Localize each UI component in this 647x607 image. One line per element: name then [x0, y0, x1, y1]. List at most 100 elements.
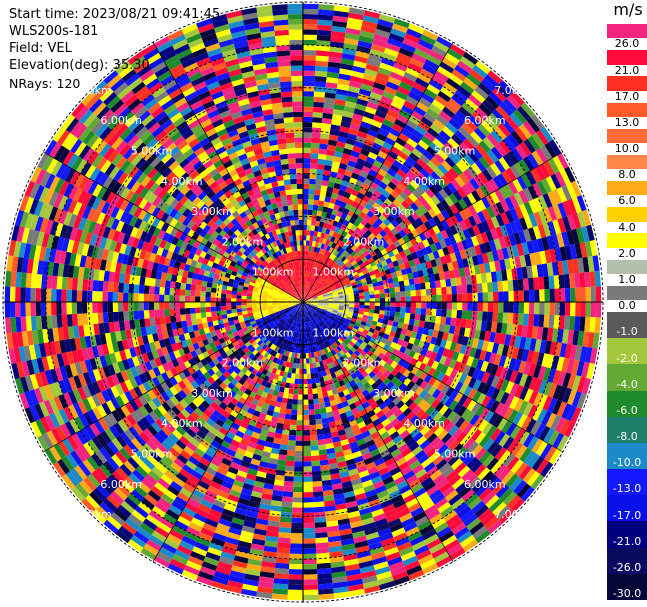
range-gate	[354, 234, 362, 241]
range-gate	[321, 227, 327, 234]
range-gate	[519, 373, 528, 387]
range-gate	[325, 277, 331, 283]
range-gate	[308, 300, 314, 302]
range-gate	[344, 143, 354, 151]
range-gate	[327, 66, 340, 74]
range-gate	[284, 475, 294, 482]
range-gate	[431, 45, 447, 57]
range-gate	[350, 251, 357, 258]
range-gate	[437, 248, 445, 258]
range-gate	[309, 290, 314, 295]
range-gate	[361, 182, 370, 191]
range-gate	[332, 15, 349, 23]
range-gate	[337, 309, 344, 313]
range-gate	[338, 217, 345, 225]
range-gate	[328, 266, 334, 272]
range-gate	[307, 303, 313, 307]
range-gate	[429, 185, 439, 196]
range-gate	[403, 335, 411, 343]
range-gate	[323, 169, 331, 177]
range-gate	[414, 235, 423, 244]
range-gate	[416, 101, 429, 113]
range-gate	[433, 152, 445, 164]
range-gate	[465, 275, 472, 285]
range-gate	[371, 264, 379, 271]
range-gate	[556, 152, 569, 169]
range-gate	[426, 236, 435, 246]
range-gate	[531, 326, 539, 339]
range-gate	[464, 98, 479, 111]
range-gate	[331, 119, 342, 126]
range-gate	[325, 191, 333, 198]
range-gate	[348, 322, 355, 328]
range-gate	[355, 319, 362, 325]
range-gate	[398, 221, 407, 230]
range-gate	[361, 318, 368, 323]
range-gate	[516, 348, 525, 361]
range-gate	[285, 408, 292, 415]
range-gate	[422, 150, 434, 161]
range-gate	[405, 307, 411, 314]
range-gate	[501, 323, 508, 335]
range-gate	[502, 153, 515, 168]
range-gate	[554, 342, 563, 357]
range-gate	[313, 246, 318, 253]
range-gate	[475, 273, 482, 284]
range-gate	[564, 288, 571, 302]
range-gate	[336, 141, 346, 148]
range-gate	[350, 150, 361, 158]
range-gate	[576, 376, 587, 393]
range-gate	[463, 154, 475, 167]
range-gate	[587, 256, 595, 272]
range-gate	[303, 183, 310, 189]
range-gate	[334, 215, 341, 223]
range-gate	[589, 317, 596, 333]
range-gate	[307, 209, 313, 216]
range-gate	[394, 311, 401, 318]
range-gate	[317, 439, 326, 446]
range-gate	[417, 270, 424, 278]
range-gate	[496, 248, 505, 261]
range-gate	[518, 360, 527, 374]
range-gate	[497, 173, 508, 187]
range-gate	[495, 105, 510, 120]
range-gate	[570, 287, 576, 302]
range-gate	[499, 186, 510, 200]
range-gate	[364, 308, 370, 313]
range-gate	[312, 298, 319, 300]
range-gate	[374, 293, 380, 299]
range-gate	[448, 73, 464, 86]
range-gate	[317, 306, 323, 310]
range-gate	[497, 312, 504, 323]
range-gate	[388, 315, 395, 322]
range-gate	[466, 284, 473, 294]
range-gate	[303, 209, 308, 215]
range-gate	[310, 158, 319, 164]
range-gate	[341, 274, 348, 279]
range-gate	[319, 221, 325, 228]
range-gate	[304, 260, 308, 267]
range-gate	[576, 195, 587, 212]
range-gate	[471, 338, 480, 349]
range-gate	[444, 141, 456, 153]
range-gate	[309, 277, 313, 283]
range-gate	[451, 243, 460, 253]
range-gate	[504, 196, 515, 210]
range-gate	[528, 363, 537, 377]
range-gate	[424, 59, 440, 71]
range-gate	[394, 232, 403, 241]
range-gate	[329, 197, 337, 205]
range-gate	[453, 268, 461, 278]
range-gate	[452, 190, 463, 202]
range-gate	[496, 322, 503, 334]
range-gate	[484, 262, 491, 273]
range-gate	[352, 262, 360, 269]
range-gate	[311, 246, 315, 252]
range-gate	[457, 126, 471, 139]
range-gate	[418, 97, 432, 108]
range-gate	[414, 143, 426, 155]
range-gate	[505, 210, 515, 223]
range-gate	[313, 300, 319, 302]
range-gate	[382, 264, 390, 271]
range-gate	[288, 569, 303, 575]
